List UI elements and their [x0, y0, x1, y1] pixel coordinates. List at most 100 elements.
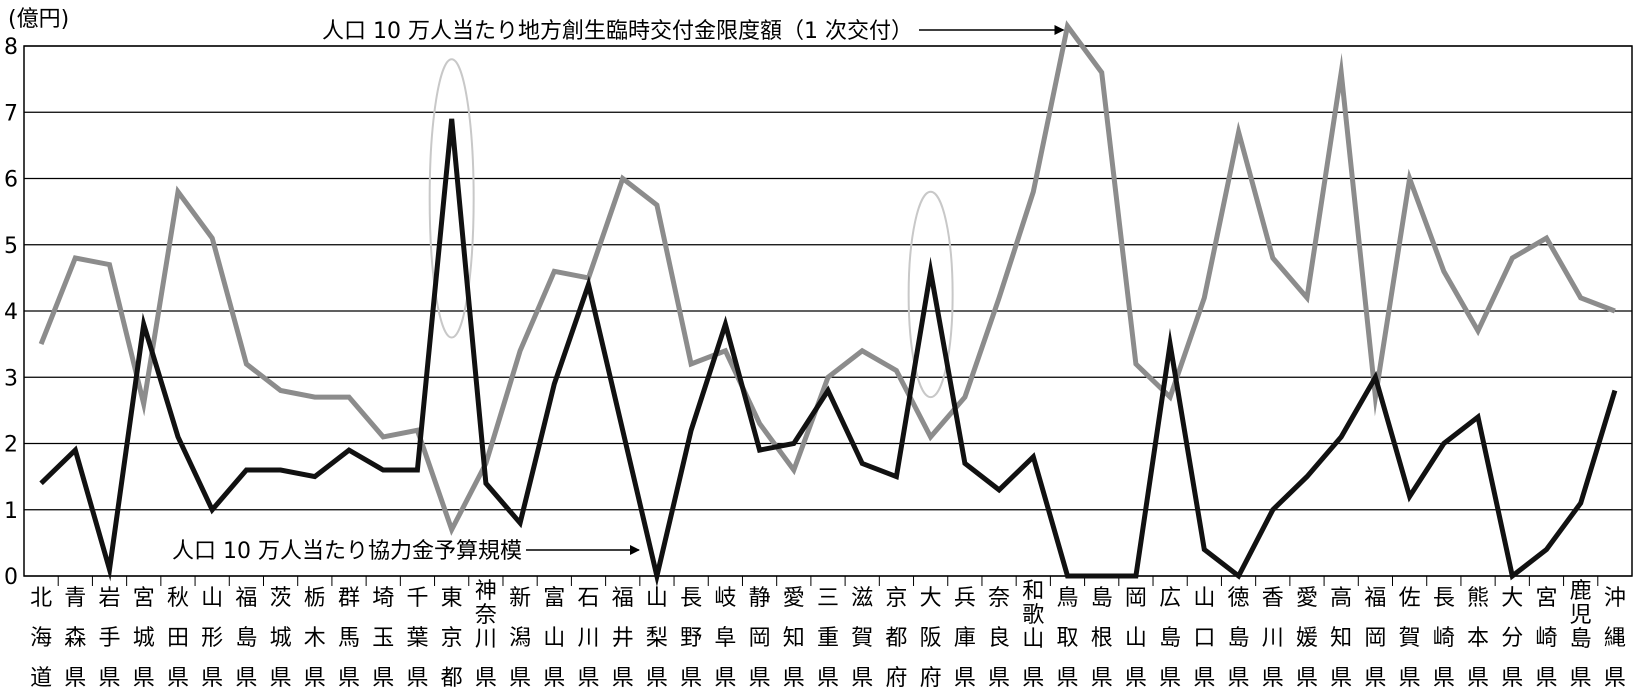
- x-category-label: 宮崎県: [1535, 586, 1557, 691]
- annotation-grant-limit: 人口 10 万人当たり地方創生臨時交付金限度額（1 次交付）: [322, 19, 913, 44]
- svg-text:島根県: 島根県: [1091, 586, 1113, 691]
- svg-text:山梨県: 山梨県: [646, 586, 668, 691]
- y-axis-ticks: 0 1 2 3 4 5 6 7 8: [4, 35, 18, 590]
- svg-text:高知県: 高知県: [1330, 586, 1352, 691]
- x-category-label: 東京都: [441, 586, 463, 691]
- svg-text:三重県: 三重県: [817, 586, 839, 691]
- svg-text:大分県: 大分県: [1501, 586, 1523, 691]
- x-category-label: 島根県: [1091, 586, 1113, 691]
- x-category-label: 広島県: [1159, 586, 1181, 691]
- plot-frame: [23, 45, 1633, 577]
- svg-text:鹿児島県: 鹿児島県: [1570, 579, 1592, 691]
- x-category-label: 大阪府: [920, 586, 942, 691]
- x-category-label: 熊本県: [1467, 586, 1489, 691]
- svg-text:青森県: 青森県: [64, 586, 86, 691]
- x-category-label: 山形県: [201, 586, 223, 691]
- x-category-label: 山梨県: [646, 586, 668, 691]
- x-category-label: 富山県: [543, 586, 565, 691]
- x-category-label: 滋賀県: [851, 586, 873, 691]
- svg-text:和歌山県: 和歌山県: [1022, 579, 1044, 691]
- y-axis-label: (億円): [8, 7, 69, 32]
- x-category-label: 静岡県: [749, 586, 771, 691]
- highlight-ellipse: [428, 58, 475, 339]
- x-category-label: 神奈川県: [475, 579, 497, 691]
- svg-text:埼玉県: 埼玉県: [372, 586, 394, 691]
- x-category-label: 徳島県: [1228, 586, 1250, 691]
- y-tick-label: 5: [4, 234, 18, 259]
- x-category-label: 鳥取県: [1056, 586, 1078, 691]
- x-category-label: 岡山県: [1125, 586, 1147, 691]
- x-category-label: 大分県: [1501, 586, 1523, 691]
- x-category-label: 愛媛県: [1296, 586, 1318, 691]
- svg-text:茨城県: 茨城県: [270, 586, 292, 691]
- svg-text:兵庫県: 兵庫県: [954, 586, 976, 691]
- svg-text:京都府: 京都府: [885, 586, 907, 691]
- svg-text:鳥取県: 鳥取県: [1056, 586, 1078, 691]
- svg-text:神奈川県: 神奈川県: [475, 579, 497, 691]
- svg-text:徳島県: 徳島県: [1228, 586, 1250, 691]
- svg-text:熊本県: 熊本県: [1467, 586, 1489, 691]
- y-tick-label: 2: [4, 433, 18, 458]
- svg-text:宮城県: 宮城県: [133, 586, 155, 691]
- svg-text:栃木県: 栃木県: [304, 586, 326, 691]
- y-tick-label: 7: [4, 101, 18, 126]
- svg-text:香川県: 香川県: [1262, 586, 1284, 691]
- x-category-label: 佐賀県: [1399, 586, 1421, 691]
- x-category-label: 香川県: [1262, 586, 1284, 691]
- svg-text:大阪府: 大阪府: [920, 586, 942, 691]
- x-category-label: 京都府: [885, 586, 907, 691]
- x-category-label: 北海道: [30, 586, 52, 691]
- y-tick-label: 3: [4, 366, 18, 391]
- svg-text:福井県: 福井県: [612, 586, 634, 691]
- svg-text:奈良県: 奈良県: [988, 586, 1010, 691]
- svg-text:群馬県: 群馬県: [338, 586, 360, 691]
- annotation-cooperation-budget: 人口 10 万人当たり協力金予算規模: [172, 539, 522, 564]
- svg-text:岩手県: 岩手県: [99, 586, 121, 691]
- x-category-label: 福島県: [235, 586, 257, 691]
- svg-text:長野県: 長野県: [680, 586, 702, 691]
- x-category-label: 岩手県: [99, 586, 121, 691]
- svg-text:石川県: 石川県: [578, 586, 600, 691]
- x-category-label: 山口県: [1193, 586, 1215, 691]
- svg-text:広島県: 広島県: [1159, 586, 1181, 691]
- svg-text:愛媛県: 愛媛県: [1296, 586, 1318, 691]
- svg-text:愛知県: 愛知県: [783, 586, 805, 691]
- x-category-label: 福岡県: [1364, 586, 1386, 691]
- series-line-cooperation-budget: [39, 118, 1618, 587]
- x-category-label: 千葉県: [406, 586, 428, 691]
- x-category-label: 兵庫県: [954, 586, 976, 691]
- svg-text:佐賀県: 佐賀県: [1399, 586, 1421, 691]
- y-tick-label: 8: [4, 35, 18, 60]
- x-category-label: 秋田県: [167, 586, 189, 691]
- x-category-label: 愛知県: [783, 586, 805, 691]
- svg-text:岡山県: 岡山県: [1125, 586, 1147, 691]
- x-category-label: 長崎県: [1433, 586, 1455, 691]
- svg-text:長崎県: 長崎県: [1433, 586, 1455, 691]
- svg-text:北海道: 北海道: [30, 586, 52, 691]
- svg-text:千葉県: 千葉県: [406, 586, 428, 691]
- y-tick-label: 1: [4, 499, 18, 524]
- x-category-label: 和歌山県: [1022, 579, 1044, 691]
- x-category-label: 岐阜県: [714, 586, 736, 691]
- x-category-label: 石川県: [578, 586, 600, 691]
- svg-text:滋賀県: 滋賀県: [851, 586, 873, 691]
- y-tick-label: 0: [4, 565, 18, 590]
- annotations: 人口 10 万人当たり地方創生臨時交付金限度額（1 次交付） 人口 10 万人当た…: [172, 19, 1065, 564]
- highlight-ellipses: [428, 58, 954, 399]
- svg-text:新潟県: 新潟県: [509, 586, 531, 691]
- svg-text:沖縄県: 沖縄県: [1604, 586, 1626, 691]
- x-category-label: 宮城県: [133, 586, 155, 691]
- svg-text:山形県: 山形県: [201, 586, 223, 691]
- x-category-label: 長野県: [680, 586, 702, 691]
- series-lines: [38, 20, 1618, 587]
- svg-text:富山県: 富山県: [543, 586, 565, 691]
- x-category-label: 埼玉県: [372, 586, 394, 691]
- x-category-label: 新潟県: [509, 586, 531, 691]
- x-category-label: 栃木県: [304, 586, 326, 691]
- x-category-label: 奈良県: [988, 586, 1010, 691]
- x-category-label: 茨城県: [270, 586, 292, 691]
- x-category-label: 沖縄県: [1604, 586, 1626, 691]
- x-category-label: 福井県: [612, 586, 634, 691]
- svg-text:静岡県: 静岡県: [749, 586, 771, 691]
